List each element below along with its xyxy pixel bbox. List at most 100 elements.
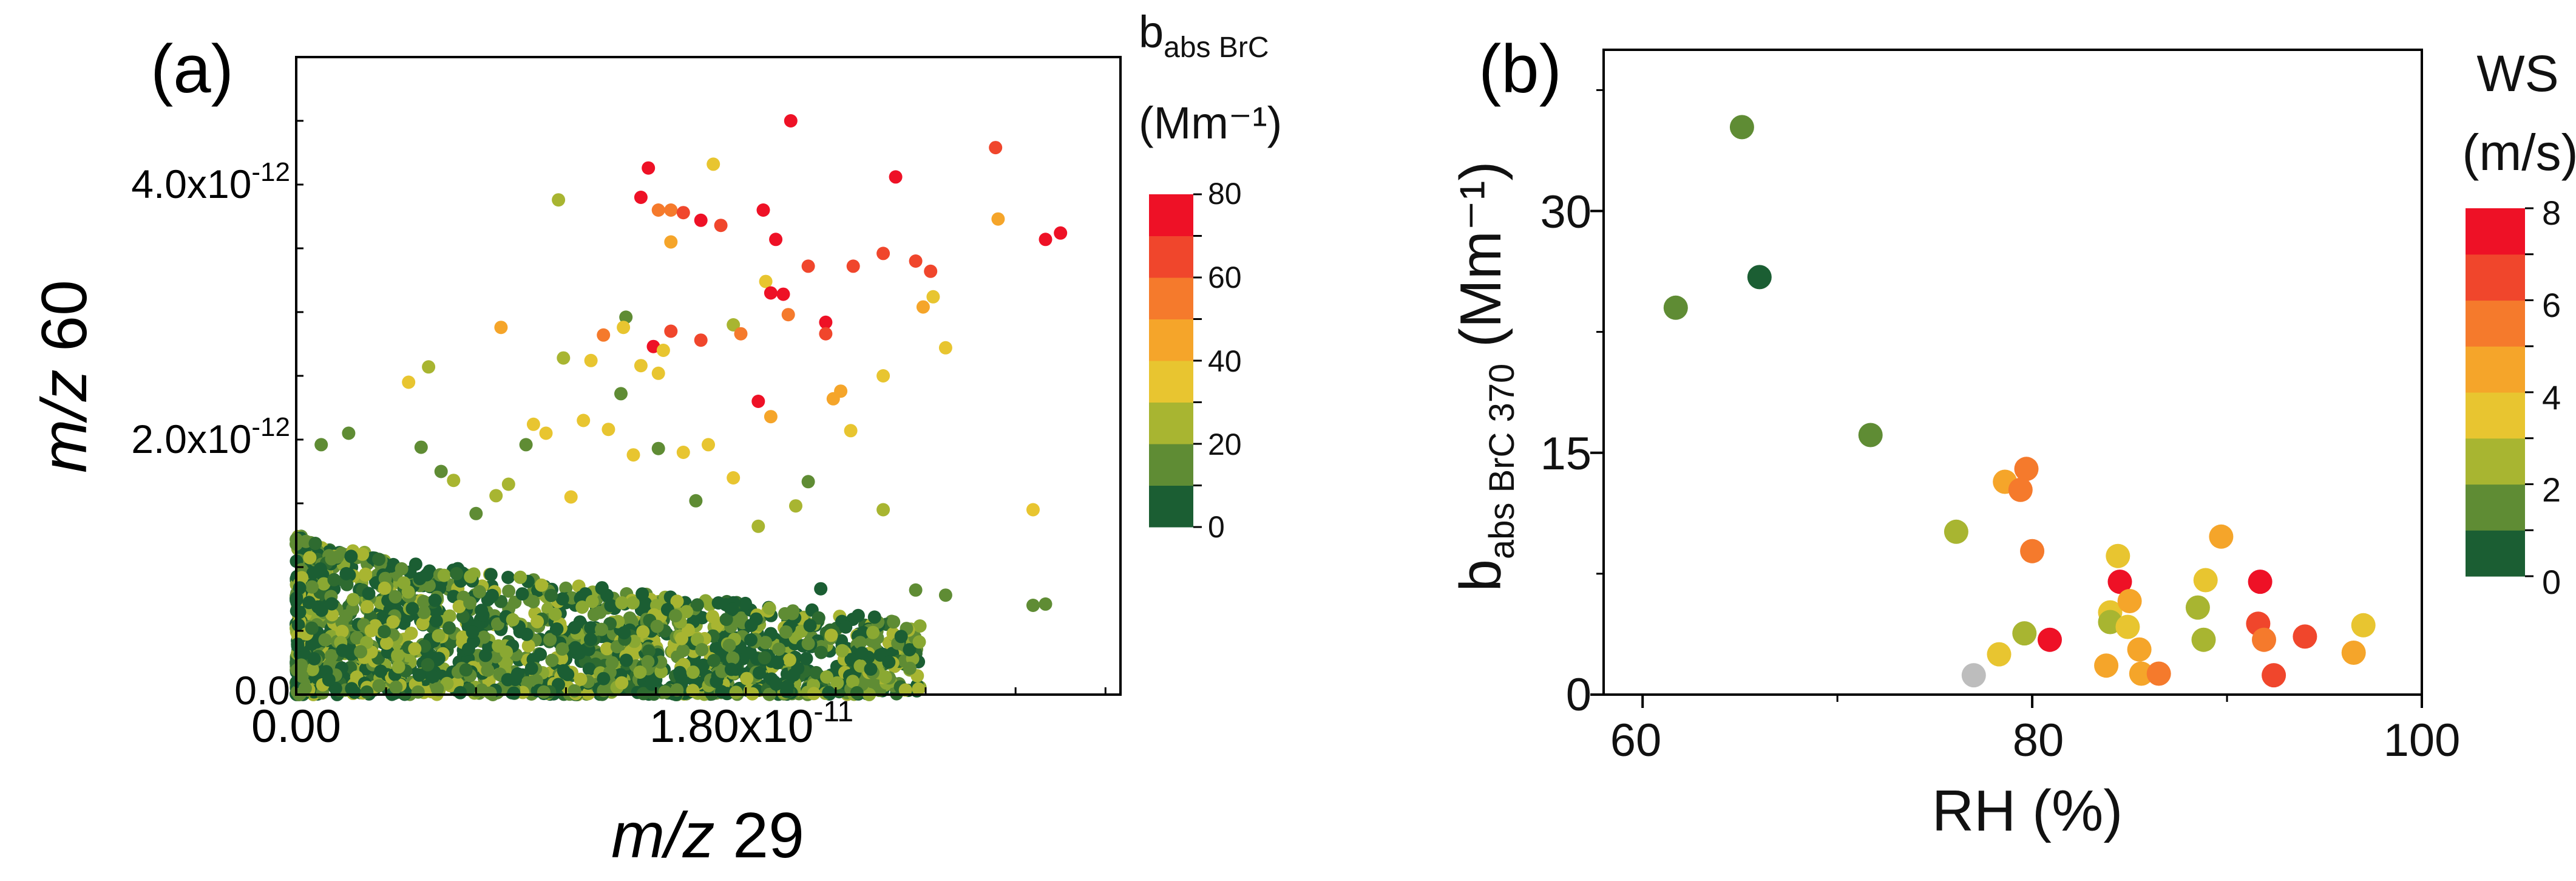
data-point — [853, 636, 867, 650]
data-point — [753, 666, 766, 680]
data-point — [689, 494, 703, 508]
data-point — [405, 602, 419, 616]
data-point — [789, 499, 802, 513]
data-point — [414, 440, 428, 454]
data-point — [558, 665, 572, 679]
data-point — [568, 641, 582, 655]
data-point — [314, 604, 328, 617]
panel-a-ylabel: m/z 60 — [29, 280, 100, 473]
data-point — [799, 651, 813, 665]
data-point — [743, 645, 757, 659]
data-point — [776, 287, 790, 301]
data-point — [574, 672, 588, 686]
data-point — [1026, 503, 1040, 517]
panel-a-ytick-label: 0.0 — [234, 668, 290, 713]
data-point — [339, 566, 353, 580]
data-point — [466, 625, 480, 639]
data-point — [515, 587, 529, 601]
data-point — [615, 676, 629, 690]
data-point — [634, 359, 648, 373]
colorbar-b-segment — [2466, 484, 2525, 531]
data-point — [769, 233, 783, 247]
data-point — [452, 600, 466, 613]
colorbar-a-segment — [1149, 361, 1193, 403]
data-point — [362, 587, 376, 600]
colorbar-a — [1149, 193, 1202, 528]
data-point — [391, 660, 405, 674]
data-point — [739, 596, 752, 610]
panel-a-points — [290, 114, 1068, 701]
data-point — [654, 665, 668, 679]
data-point — [584, 353, 598, 367]
data-point — [734, 327, 748, 341]
data-point — [938, 341, 952, 355]
data-point — [412, 668, 426, 682]
data-point — [839, 620, 853, 634]
panel-a: (a) 0.0 2.0x10-12 4.0x10-12 0.00 1.80x10… — [29, 7, 1282, 871]
data-point — [339, 609, 353, 623]
panel-b-ytick-label: 15 — [1540, 428, 1591, 480]
data-point — [544, 588, 558, 602]
data-point — [428, 593, 442, 607]
data-point — [602, 423, 615, 437]
data-point — [539, 426, 553, 440]
data-point — [617, 626, 631, 640]
data-point — [2341, 641, 2366, 665]
data-point — [442, 609, 456, 623]
data-point — [714, 219, 728, 233]
colorbar-b — [2466, 207, 2534, 577]
data-point — [2191, 627, 2216, 652]
data-point — [582, 662, 596, 676]
data-point — [636, 625, 650, 639]
data-point — [408, 642, 422, 656]
data-point — [676, 644, 690, 658]
panel-b-ticks — [1590, 89, 2423, 708]
data-point — [642, 644, 656, 658]
data-point — [2351, 613, 2376, 638]
data-point — [432, 651, 446, 665]
data-point — [853, 659, 867, 673]
data-point — [417, 605, 431, 619]
data-point — [2248, 570, 2273, 594]
data-point — [887, 615, 901, 629]
data-point — [675, 631, 688, 645]
data-point — [619, 310, 633, 324]
data-point — [626, 448, 640, 462]
data-point — [938, 588, 952, 602]
colorbar-a-segment — [1149, 319, 1193, 361]
data-point — [587, 608, 601, 622]
panel-a-label: (a) — [151, 31, 234, 107]
data-point — [411, 685, 425, 699]
panel-b-xtick-label: 80 — [2013, 715, 2064, 766]
data-point — [564, 490, 578, 504]
data-point — [372, 679, 386, 693]
data-point — [670, 594, 684, 608]
data-point — [779, 625, 793, 639]
panel-a-xtick-label: 0.00 — [251, 701, 341, 752]
data-point — [764, 410, 778, 424]
data-point — [1944, 519, 1968, 544]
data-point — [2020, 539, 2045, 563]
data-point — [1747, 265, 1772, 290]
data-point — [314, 438, 328, 452]
data-point — [2117, 589, 2142, 613]
data-point — [350, 631, 364, 645]
data-point — [378, 625, 391, 639]
data-point — [459, 663, 473, 677]
data-point — [597, 328, 611, 342]
data-point — [450, 566, 464, 580]
data-point — [519, 438, 533, 452]
data-point — [751, 395, 765, 408]
data-point — [305, 637, 319, 651]
data-point — [772, 642, 786, 656]
panel-b-xlabel: RH (%) — [1932, 778, 2123, 843]
data-point — [903, 643, 917, 657]
data-point — [826, 392, 840, 406]
data-point — [374, 664, 388, 678]
colorbar-a-segment — [1149, 277, 1193, 319]
data-point — [707, 654, 720, 667]
data-point — [322, 673, 336, 687]
data-point — [434, 464, 448, 478]
data-point — [303, 551, 317, 565]
data-point — [293, 581, 307, 595]
